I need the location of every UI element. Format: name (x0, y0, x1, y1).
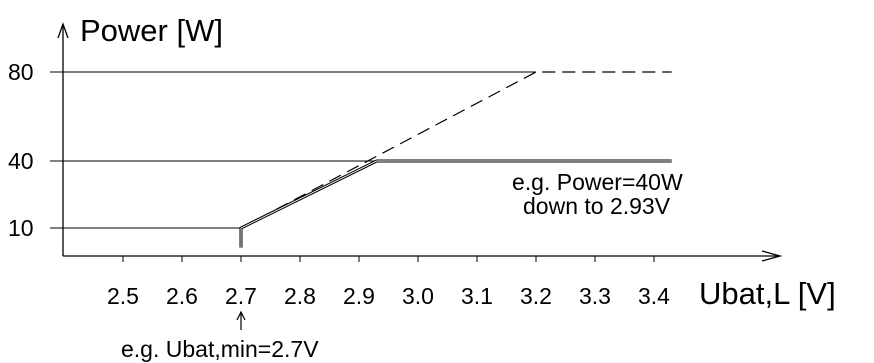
x-axis-label: Ubat,L [V] (699, 276, 836, 311)
y-tick-label-40: 40 (8, 148, 34, 174)
series-dashed-line (240, 71, 672, 229)
x-tick-label-2.8: 2.8 (284, 283, 316, 309)
series-solid-line-inner (240, 160, 672, 248)
ubat-arrow-head (236, 310, 246, 321)
y-tick-label-10: 10 (8, 215, 34, 241)
x-tick-label-2.9: 2.9 (343, 283, 375, 309)
ubat-min-arrow (236, 310, 246, 330)
x-tick-label-2.7: 2.7 (225, 283, 257, 309)
series-group (239, 71, 672, 248)
x-tick-label-2.5: 2.5 (107, 283, 139, 309)
x-tick-label-3.0: 3.0 (402, 283, 434, 309)
x-tick-label-3.2: 3.2 (520, 283, 552, 309)
y-axis-arrow (57, 22, 69, 39)
tick-labels: 2.5 2.6 2.7 2.8 2.9 3.0 3.1 3.2 3.3 3.4 10 40 80 (8, 59, 670, 309)
y-tick-label-80: 80 (8, 59, 34, 85)
power-note-line1: e.g. Power=40W (512, 169, 683, 195)
x-tick-label-3.1: 3.1 (461, 283, 493, 309)
y-axis-label: Power [W] (80, 13, 223, 48)
x-tick-label-3.4: 3.4 (638, 283, 670, 309)
x-tick-label-2.6: 2.6 (166, 283, 198, 309)
ubat-min-note: e.g. Ubat,min=2.7V (121, 336, 319, 362)
x-axis-arrow (761, 250, 783, 262)
axes (57, 22, 783, 262)
power-note-line2: down to 2.93V (523, 193, 671, 219)
x-tick-label-3.3: 3.3 (579, 283, 611, 309)
